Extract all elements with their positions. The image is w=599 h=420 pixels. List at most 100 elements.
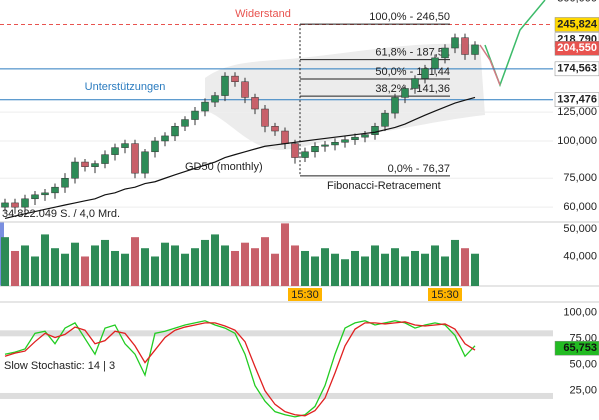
candle-body (461, 37, 469, 55)
candle-body (241, 81, 249, 98)
stoch-title: Slow Stochastic: 14 | 3 (4, 360, 115, 372)
candle-body (141, 151, 149, 174)
candle-body (311, 146, 319, 153)
y-tick-label: 100,00 (563, 306, 597, 318)
candle-body (331, 142, 339, 146)
candle-body (291, 143, 299, 158)
volume-bar (111, 250, 119, 286)
volume-bar (131, 237, 139, 286)
candle-body (381, 112, 389, 127)
candle-body (361, 134, 369, 138)
candle-body (161, 135, 169, 142)
volume-bar (311, 256, 319, 286)
value-box (554, 61, 599, 77)
volume-bar (241, 242, 249, 286)
y-tick-label: 40,000 (563, 250, 597, 262)
volume-bar (271, 253, 279, 286)
value-box (554, 340, 599, 356)
value-box (554, 17, 599, 32)
candle-body (251, 97, 259, 110)
volume-bar (71, 242, 79, 286)
candle-body (191, 110, 199, 120)
candle-body (61, 177, 69, 188)
moving-average (4, 96, 476, 220)
volume-bar (281, 223, 289, 286)
value-box-label: 65,753 (563, 342, 597, 354)
volume-bar (301, 250, 309, 286)
y-tick-label: 300,000 (557, 0, 597, 5)
volume-bar (251, 248, 259, 286)
volume-bar (21, 245, 29, 286)
candle-body (11, 202, 19, 208)
fib-level-label: 100,0% - 246,50 (369, 11, 450, 23)
volume-bar (231, 250, 239, 286)
volume-bar (61, 253, 69, 286)
fib-level-label: 0,0% - 76,37 (388, 163, 450, 175)
candle-body (321, 144, 329, 147)
y-tick-label: 100,000 (557, 135, 597, 147)
candle-body (31, 194, 39, 200)
projection (479, 44, 501, 86)
candle-body (221, 75, 229, 96)
candle-body (451, 37, 459, 49)
ma-label: GD50 (monthly) (185, 161, 263, 173)
candle-body (271, 126, 279, 132)
y-tick-label: 50,000 (563, 223, 597, 235)
candle-body (91, 163, 99, 167)
volume-bar (191, 248, 199, 286)
volume-bar (441, 256, 449, 286)
time-box (288, 288, 322, 301)
fib-label: Fibonacci-Retracement (327, 180, 441, 192)
volume-bar (471, 253, 479, 286)
volume-bar (161, 242, 169, 286)
y-tick-label: 25,00 (569, 385, 597, 397)
candle-body (51, 186, 59, 194)
candle-body (281, 130, 289, 144)
candle-body (421, 68, 429, 79)
candle-body (201, 101, 209, 112)
band (0, 330, 553, 337)
candle-body (211, 95, 219, 103)
volume-bar (451, 239, 459, 286)
value-box-label: 245,824 (557, 18, 598, 30)
candle-body (81, 161, 89, 167)
candle-body (431, 57, 439, 69)
candle-body (391, 97, 399, 114)
volume-bar (201, 239, 209, 286)
volume-bar (461, 248, 469, 286)
volume-bar (391, 248, 399, 286)
volume-bar (321, 248, 329, 286)
y-tick-label: 50,00 (569, 359, 597, 371)
y-tick-label: 60,000 (563, 201, 597, 213)
volume-bar (41, 234, 49, 286)
candle-body (41, 192, 49, 196)
candle-body (181, 119, 189, 127)
volume-bar (261, 237, 269, 286)
volume-bar (151, 256, 159, 286)
volume-bar (401, 256, 409, 286)
fib-level-label: 50,0% - 161,44 (375, 66, 450, 78)
value-box (554, 92, 599, 108)
band (0, 392, 553, 399)
volume-bar (411, 250, 419, 286)
resistance-label: Widerstand (235, 8, 291, 20)
candle-body (171, 126, 179, 137)
volume-bar (421, 253, 429, 286)
fib-level-label: 61,8% - 187,51 (375, 46, 450, 58)
candle-body (411, 78, 419, 89)
candle-body (101, 154, 109, 164)
time-label: 15:30 (291, 289, 319, 301)
volume-bar (351, 250, 359, 286)
volume-bar (101, 239, 109, 286)
volume-bar (381, 253, 389, 286)
value-box-label: 204,550 (557, 42, 597, 54)
candle-body (351, 136, 359, 140)
volume-bar (221, 245, 229, 286)
y-tick-label: 125,000 (557, 106, 597, 118)
y-tick-label: 75,000 (563, 172, 597, 184)
candle-body (261, 108, 269, 127)
value-box (554, 41, 599, 56)
volume-bar (81, 256, 89, 286)
candle-body (21, 198, 29, 208)
